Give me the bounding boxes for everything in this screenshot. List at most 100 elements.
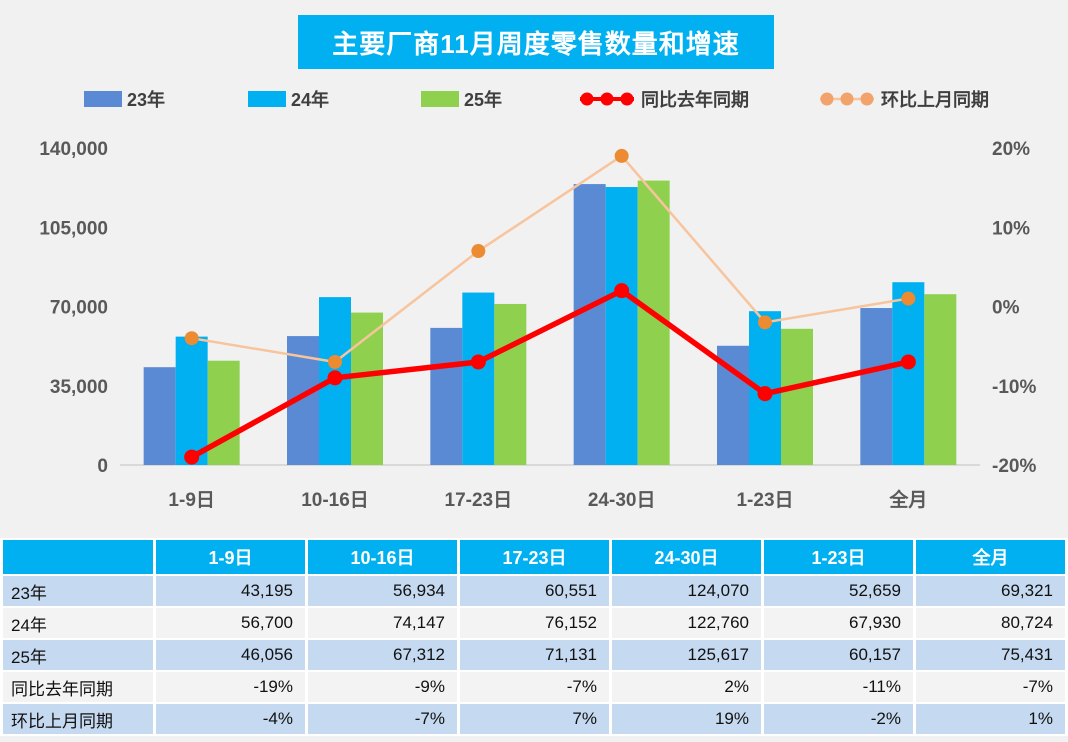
legend-label: 25年	[464, 90, 503, 110]
x-axis-label: 1-23日	[736, 490, 793, 511]
legend-label: 23年	[127, 90, 166, 110]
table-header-cell: 全月	[916, 540, 1065, 574]
table-cell: 56,934	[308, 576, 457, 606]
legend-label: 同比去年同期	[641, 90, 749, 110]
table-cell: -7%	[916, 672, 1065, 702]
table-row-23年: 23年 43,195 56,934 60,551 124,070 52,659 69,321	[3, 576, 1065, 606]
right-axis-tick: -20%	[992, 456, 1036, 477]
table-row-同比去年同期: 同比去年同期 -19% -9% -7% 2% -11% -7%	[3, 672, 1065, 702]
legend-item-2: 25年	[421, 86, 502, 112]
bar-23年-全月	[860, 308, 893, 465]
table-header-cell: 24-30日	[612, 540, 761, 574]
left-axis-tick: 35,000	[50, 377, 108, 398]
table-cell: 74,147	[308, 608, 457, 638]
bar-25年-1-23日	[781, 328, 813, 465]
table-cell: 7%	[460, 704, 609, 734]
marker-同比去年同期-24-30日	[614, 283, 630, 299]
table-cell: 124,070	[612, 576, 761, 606]
x-axis-label: 17-23日	[445, 490, 513, 511]
legend-label: 24年	[291, 90, 330, 110]
legend-swatch-line	[820, 92, 874, 106]
table-header-cell: 1-23日	[764, 540, 913, 574]
chart-title: 主要厂商11月周度零售数量和增速	[298, 15, 774, 69]
x-axis-label: 24-30日	[588, 490, 656, 511]
bar-24年-17-23日	[462, 292, 495, 465]
table-cell: 80,724	[916, 608, 1065, 638]
marker-同比去年同期-1-9日	[184, 449, 200, 465]
bar-25年-全月	[924, 294, 957, 465]
legend-swatch-line	[580, 92, 634, 106]
line-同比去年同期	[190, 287, 909, 460]
table-cell: 75,431	[916, 640, 1065, 670]
marker-同比去年同期-17-23日	[470, 354, 486, 370]
table-cell: 76,152	[460, 608, 609, 638]
bar-23年-1-9日	[143, 367, 176, 465]
table-cell: 71,131	[460, 640, 609, 670]
bar-23年-24-30日	[573, 184, 606, 465]
x-axis-label: 10-16日	[301, 490, 369, 511]
marker-同比去年同期-10-16日	[327, 370, 343, 386]
table-row-label: 23年	[3, 576, 153, 606]
data-table: 1-9日 10-16日 17-23日 24-30日 1-23日 全月 23年 43,195 56…	[0, 538, 1068, 736]
right-axis-tick: -10%	[992, 377, 1036, 398]
table-cell: 69,321	[916, 576, 1065, 606]
table-header-corner	[3, 540, 153, 574]
table-row-label: 同比去年同期	[3, 672, 153, 702]
table-header-cell: 1-9日	[156, 540, 305, 574]
left-axis-tick: 0	[97, 456, 108, 477]
table-cell: -7%	[308, 704, 457, 734]
table-cell: 60,551	[460, 576, 609, 606]
combo-chart: 0 35,000 70,000 105,000 140,000 -20% -10% 0% 10%…	[39, 139, 1036, 511]
legend-item-1: 24年	[248, 86, 329, 112]
marker-环比上月同期-10-16日	[328, 354, 342, 369]
left-axis-tick: 70,000	[50, 298, 108, 319]
bar-25年-17-23日	[494, 303, 527, 465]
x-axis-label: 全月	[888, 488, 927, 511]
marker-环比上月同期-全月	[901, 291, 916, 306]
legend-item-4: 环比上月同期	[818, 86, 989, 112]
marker-环比上月同期-1-9日	[184, 331, 199, 346]
table-cell: -9%	[308, 672, 457, 702]
table-cell: 52,659	[764, 576, 913, 606]
table-cell: -11%	[764, 672, 913, 702]
right-axis-tick: 0%	[992, 298, 1020, 319]
table-row-label: 25年	[3, 640, 153, 670]
table-cell: -2%	[764, 704, 913, 734]
data-table-wrap: 1-9日 10-16日 17-23日 24-30日 1-23日 全月 23年 43,195 56…	[0, 538, 1068, 736]
table-header-cell: 10-16日	[308, 540, 457, 574]
bar-25年-10-16日	[351, 312, 383, 465]
left-axis-tick: 140,000	[39, 139, 108, 160]
table-cell: 67,312	[308, 640, 457, 670]
table-row-25年: 25年 46,056 67,312 71,131 125,617 60,157 75,431	[3, 640, 1065, 670]
marker-同比去年同期-全月	[900, 354, 916, 370]
table-cell: 46,056	[156, 640, 305, 670]
table-cell: 43,195	[156, 576, 305, 606]
table-cell: 60,157	[764, 640, 913, 670]
bar-24年-24-30日	[605, 187, 638, 465]
legend-swatch-bar	[421, 91, 459, 107]
legend-item-0: 23年	[84, 86, 165, 112]
legend-item-3: 同比去年同期	[578, 86, 749, 112]
table-row-label: 环比上月同期	[3, 704, 153, 734]
marker-环比上月同期-17-23日	[471, 244, 486, 259]
chart-legend: 23年 24年 25年 同比去年同期 环比上月同期	[0, 86, 1068, 112]
table-cell: 2%	[612, 672, 761, 702]
right-axis-tick: 10%	[992, 218, 1030, 239]
bar-25年-1-9日	[207, 360, 240, 465]
table-cell: 1%	[916, 704, 1065, 734]
table-header-row: 1-9日 10-16日 17-23日 24-30日 1-23日 全月	[3, 540, 1065, 574]
bar-24年-1-9日	[175, 336, 208, 465]
table-cell: 19%	[612, 704, 761, 734]
bar-24年-全月	[892, 282, 925, 465]
table-row-label: 24年	[3, 608, 153, 638]
x-axis-label: 1-9日	[168, 490, 214, 511]
left-axis-tick: 105,000	[39, 218, 108, 239]
right-axis-tick: 20%	[992, 139, 1030, 160]
table-cell: -4%	[156, 704, 305, 734]
table-cell: 125,617	[612, 640, 761, 670]
table-row-环比上月同期: 环比上月同期 -4% -7% 7% 19% -2% 1%	[3, 704, 1065, 734]
table-cell: 122,760	[612, 608, 761, 638]
table-cell: 56,700	[156, 608, 305, 638]
table-cell: -7%	[460, 672, 609, 702]
